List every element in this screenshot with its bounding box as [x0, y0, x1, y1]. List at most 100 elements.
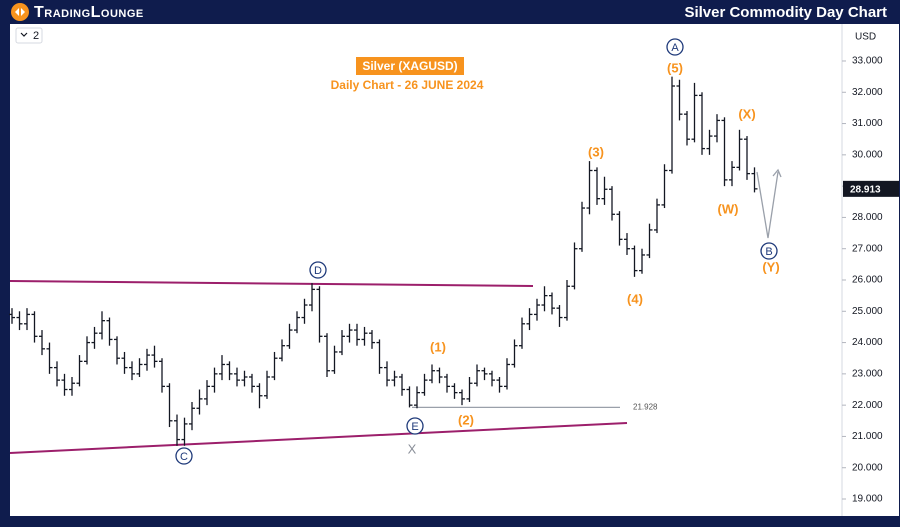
ohlc-bar [181, 417, 188, 446]
ohlc-bar [421, 373, 428, 396]
ohlc-bar [496, 376, 503, 393]
wave-circle [406, 417, 424, 435]
last-price-label: 28.913 [850, 184, 881, 195]
chart-subtitle: Daily Chart - 26 JUNE 2024 [331, 78, 484, 92]
ohlc-bar [234, 367, 240, 387]
y-tick-label: 28.000 [852, 212, 883, 223]
wave-circle [309, 261, 327, 279]
ohlc-bar [511, 339, 518, 368]
ohlc-bar [114, 336, 120, 365]
wave-label: (2) [458, 412, 474, 427]
ohlc-bar [226, 361, 233, 381]
ohlc-bar [436, 367, 443, 384]
ohlc-bar [406, 386, 413, 408]
ohlc-bar [684, 111, 690, 146]
ohlc-bar [556, 305, 563, 327]
wave-circle [666, 38, 684, 56]
ohlc-bar [174, 414, 180, 446]
ohlc-bar [69, 376, 75, 396]
wave-label: B [765, 246, 772, 258]
ohlc-bar [294, 311, 300, 334]
wave-circle [175, 447, 193, 465]
ohlc-bar [324, 333, 330, 377]
ohlc-bar [16, 311, 23, 331]
ohlc-bar [219, 355, 225, 381]
ohlc-bar [84, 336, 90, 365]
y-tick-label: 19.000 [852, 494, 883, 505]
wave-label: D [314, 265, 322, 277]
ohlc-bar [646, 223, 653, 259]
ohlc-bar [331, 345, 338, 374]
toggle-box[interactable] [15, 27, 43, 44]
ohlc-bar [444, 373, 450, 393]
wave-label: X [408, 441, 417, 456]
ohlc-bar [211, 367, 218, 393]
lower-trendline [9, 422, 628, 454]
ohlc-bar [399, 373, 405, 396]
ohlc-bar [99, 311, 105, 340]
upper-trendline [9, 280, 534, 287]
ohlc-bar [751, 167, 758, 193]
ohlc-bar [354, 323, 360, 346]
toggle-chevron [20, 32, 28, 37]
toolbar-toggle[interactable]: 2 [15, 27, 43, 44]
title-box [356, 57, 464, 75]
ohlc-bar [451, 383, 458, 399]
last-price-tag [843, 180, 899, 197]
ohlc-bar [316, 286, 323, 343]
wave-label: (5) [667, 60, 683, 75]
wave-label: A [671, 42, 679, 54]
ohlc-bar [429, 364, 435, 384]
wave-label: E [411, 421, 418, 433]
ohlc-bar [391, 370, 398, 387]
y-tick-label: 27.000 [852, 243, 883, 254]
ohlc-bar [549, 292, 555, 315]
ohlc-bar [736, 129, 743, 171]
ohlc-bar [616, 211, 623, 246]
ohlc-bar [339, 330, 345, 356]
ohlc-bar [721, 117, 728, 187]
projection-arrowhead [772, 168, 782, 178]
ohlc-bar [466, 376, 473, 403]
ohlc-bar [264, 370, 270, 399]
header-title: Silver Commodity Day Chart [684, 4, 887, 21]
ohlc-bar [279, 339, 285, 362]
ohlc-bar [624, 233, 630, 255]
ohlc-bar [474, 364, 480, 387]
ohlc-bar [594, 167, 600, 205]
ohlc-bar [309, 283, 315, 312]
ohlc-bar [654, 198, 660, 234]
ohlc-bar [579, 201, 585, 252]
ohlc-bar [286, 323, 293, 349]
ohlc-bar [204, 380, 210, 406]
y-tick-label: 30.000 [852, 149, 883, 160]
wave-circle [760, 242, 778, 260]
ohlc-bar [301, 298, 308, 324]
support-label: 21.928 [633, 403, 658, 412]
ohlc-bar [196, 389, 203, 415]
ohlc-bar [676, 79, 683, 121]
ohlc-bar [46, 342, 53, 374]
ohlc-bar [534, 298, 540, 321]
wave-label: (4) [627, 291, 643, 306]
ohlc-bar [271, 351, 278, 381]
ohlc-bar [91, 326, 98, 349]
wave-label: (1) [430, 339, 446, 354]
logo-glyph [15, 8, 25, 16]
ohlc-bar [166, 383, 173, 428]
logo: TradingLounge [11, 3, 143, 21]
ohlc-bar [189, 402, 195, 431]
ohlc-bar [24, 308, 30, 331]
ohlc-bar [61, 373, 68, 396]
ohlc-bar [639, 248, 645, 274]
ohlc-bar [384, 361, 390, 387]
y-tick-label: 33.000 [852, 56, 883, 67]
ohlc-bar [586, 161, 593, 215]
ohlc-bar [151, 345, 158, 368]
toggle-label[interactable]: 2 [33, 30, 39, 42]
y-tick-label: 23.000 [852, 369, 883, 380]
currency-label: USD [855, 32, 876, 43]
ohlc-bar [699, 92, 705, 155]
ohlc-bar [609, 186, 615, 221]
